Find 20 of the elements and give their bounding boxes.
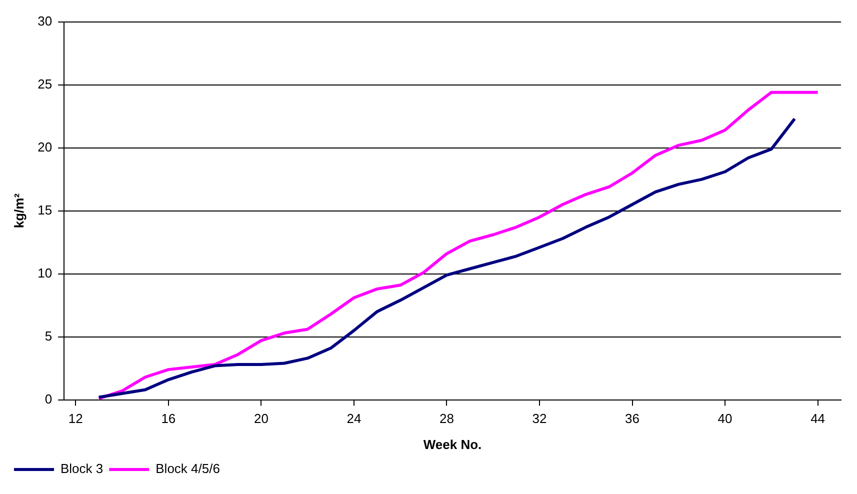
x-tick-label: 24 [346,411,362,426]
x-tick-label: 28 [440,411,454,426]
y-tick-label: 20 [38,139,52,154]
y-tick-label: 10 [38,265,52,280]
y-tick-label: 0 [44,391,52,406]
legend-label: Block 3 [60,461,104,476]
x-tick-label: 36 [625,411,640,426]
y-axis-title: kg/m² [11,192,26,228]
y-tick-label: 30 [38,13,52,28]
x-tick-label: 20 [254,411,268,426]
y-tick-label: 25 [38,76,52,92]
x-tick-label: 40 [718,411,732,426]
x-tick-label: 12 [68,411,83,426]
x-tick-label: 32 [532,411,547,426]
legend-label: Block 4/5/6 [156,461,220,476]
x-tick-label: 44 [810,411,826,426]
y-tick-label: 5 [44,328,52,344]
x-tick-label: 16 [161,411,176,426]
x-axis-title: Week No. [423,436,482,452]
y-tick-label: 15 [38,202,52,218]
